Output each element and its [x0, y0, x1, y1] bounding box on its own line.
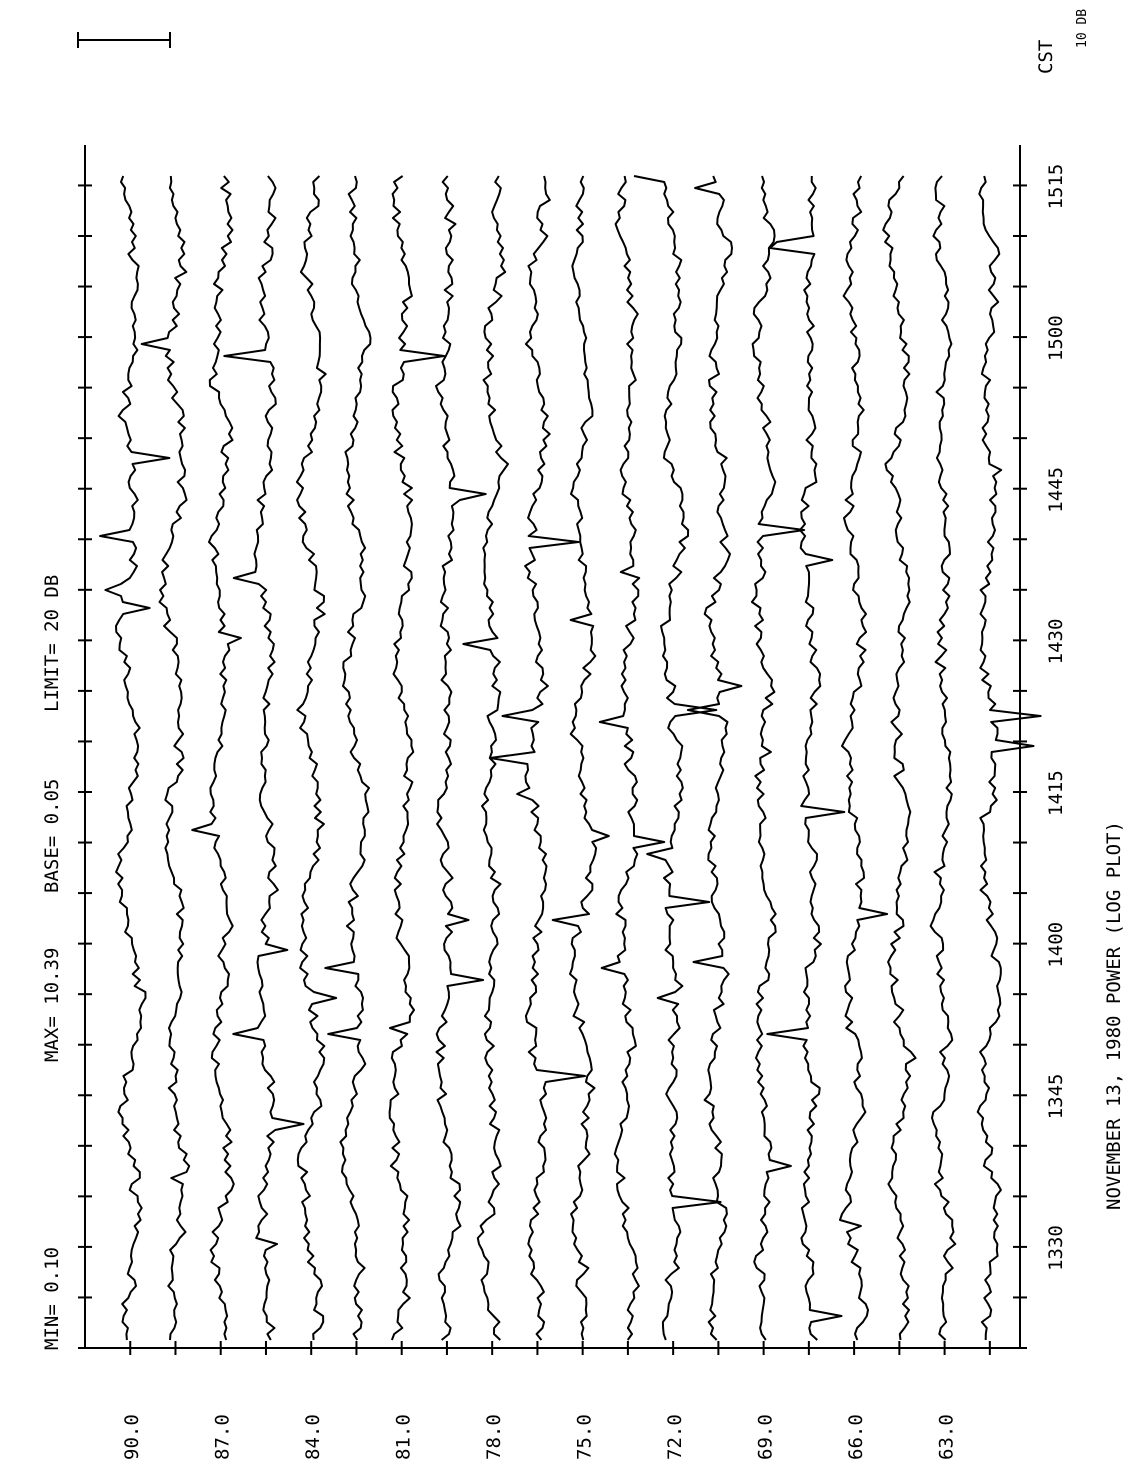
frequency-trace — [767, 176, 844, 1340]
scale-bar-label: 10 DB — [1075, 9, 1090, 48]
frequency-tick-label: 87.0 — [212, 1414, 234, 1460]
min-label: MIN= 0.10 — [41, 1247, 63, 1350]
frequency-trace — [553, 176, 609, 1340]
frequency-tick-label: 78.0 — [483, 1414, 505, 1460]
limit-label: LIMIT= 20 DB — [41, 575, 63, 712]
time-tick-label: 1515 — [1045, 164, 1067, 210]
frequency-trace — [224, 176, 303, 1340]
time-tick-label: 1415 — [1045, 770, 1067, 816]
frequency-traces — [100, 176, 1041, 1340]
timezone-label: CST — [1035, 40, 1057, 74]
frequency-tick-label: 81.0 — [393, 1414, 415, 1460]
frequency-tick-label: 66.0 — [845, 1414, 867, 1460]
frequency-trace — [463, 176, 508, 1340]
frequency-trace — [297, 176, 336, 1340]
time-tick-label: 1400 — [1045, 922, 1067, 968]
frequency-trace — [390, 176, 445, 1340]
frequency-tick-label: 69.0 — [755, 1414, 777, 1460]
frequency-trace — [931, 176, 956, 1340]
base-label: BASE= 0.05 — [41, 779, 63, 893]
frequency-tick-label: 72.0 — [664, 1414, 686, 1460]
frequency-trace — [436, 176, 486, 1340]
frequency-tick-label: 75.0 — [574, 1414, 596, 1460]
frequency-trace — [752, 176, 804, 1340]
frequency-tick-label: 63.0 — [936, 1414, 958, 1460]
frequency-tick-label: 84.0 — [302, 1414, 324, 1460]
time-tick-label: 1445 — [1045, 467, 1067, 513]
time-tick-label: 1430 — [1045, 619, 1067, 665]
plot-labels: MIN= 0.10 MAX= 10.39 BASE= 0.05 LIMIT= 2… — [41, 9, 1125, 1460]
chart-title: NOVEMBER 13, 1980 POWER (LOG PLOT) — [1103, 821, 1125, 1210]
frequency-tick-label: 90.0 — [121, 1414, 143, 1460]
frequency-trace — [600, 176, 664, 1340]
time-tick-label: 1345 — [1045, 1074, 1067, 1120]
frequency-trace — [490, 176, 585, 1340]
max-label: MAX= 10.39 — [41, 948, 63, 1062]
frequency-trace — [325, 176, 370, 1340]
frequency-trace — [840, 176, 887, 1340]
frequency-trace — [142, 176, 190, 1340]
frequency-trace — [883, 176, 915, 1340]
time-tick-label: 1500 — [1045, 315, 1067, 361]
frequency-trace — [192, 176, 241, 1340]
frequency-trace — [978, 176, 1041, 1340]
frequency-trace — [100, 176, 169, 1340]
frequency-trace — [688, 176, 742, 1340]
frequency-trace — [634, 176, 721, 1340]
time-tick-label: 1330 — [1045, 1225, 1067, 1271]
